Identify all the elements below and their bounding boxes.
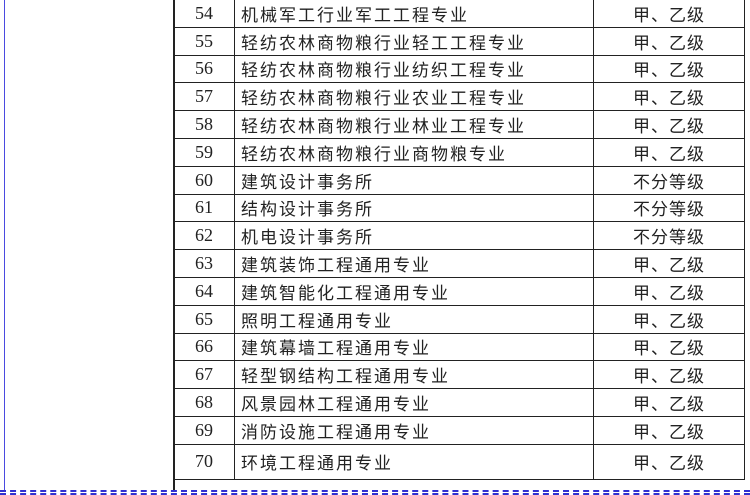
table-row: 69 消防设施工程通用专业 甲、乙级 (173, 415, 745, 445)
grade-cell[interactable]: 甲、乙级 (593, 0, 745, 28)
specialty-name-cell[interactable]: 建筑智能化工程通用专业 (234, 276, 594, 306)
table-row: 70 环境工程通用专业 甲、乙级 (173, 443, 745, 480)
row-number-cell[interactable]: 56 (173, 54, 235, 84)
table-row: 59 轻纺农林商物粮行业商物粮专业 甲、乙级 (173, 137, 745, 167)
row-number-cell[interactable]: 70 (173, 443, 235, 480)
table-row: 65 照明工程通用专业 甲、乙级 (173, 304, 745, 334)
grade-cell[interactable]: 甲、乙级 (593, 26, 745, 56)
specialty-name-cell[interactable]: 环境工程通用专业 (234, 443, 594, 480)
specialty-name-cell[interactable]: 机电设计事务所 (234, 221, 594, 251)
row-number-cell[interactable]: 66 (173, 332, 235, 362)
specialty-name-cell[interactable]: 建筑幕墙工程通用专业 (234, 332, 594, 362)
row-number-cell[interactable]: 63 (173, 249, 235, 278)
grade-cell[interactable]: 甲、乙级 (593, 249, 745, 278)
row-number-cell[interactable]: 69 (173, 415, 235, 445)
grade-cell[interactable]: 不分等级 (593, 165, 745, 195)
grade-cell[interactable]: 不分等级 (593, 193, 745, 223)
table-row: 64 建筑智能化工程通用专业 甲、乙级 (173, 276, 745, 306)
grade-cell[interactable]: 甲、乙级 (593, 304, 745, 334)
grade-cell[interactable]: 不分等级 (593, 221, 745, 251)
row-number-cell[interactable]: 62 (173, 221, 235, 251)
row-number-cell[interactable]: 57 (173, 82, 235, 112)
specialty-name-cell[interactable]: 风景园林工程通用专业 (234, 388, 594, 417)
table-row: 56 轻纺农林商物粮行业纺织工程专业 甲、乙级 (173, 54, 745, 84)
grade-cell[interactable]: 甲、乙级 (593, 82, 745, 112)
merged-blank-cell[interactable] (5, 0, 175, 490)
table-row: 66 建筑幕墙工程通用专业 甲、乙级 (173, 332, 745, 362)
grade-cell[interactable]: 甲、乙级 (593, 388, 745, 417)
grade-cell[interactable]: 甲、乙级 (593, 332, 745, 362)
specialty-name-cell[interactable]: 轻纺农林商物粮行业商物粮专业 (234, 137, 594, 167)
specialty-name-cell[interactable]: 建筑装饰工程通用专业 (234, 249, 594, 278)
table-row: 68 风景园林工程通用专业 甲、乙级 (173, 388, 745, 417)
table-row: 63 建筑装饰工程通用专业 甲、乙级 (173, 249, 745, 278)
specialty-name-cell[interactable]: 结构设计事务所 (234, 193, 594, 223)
specialty-name-cell[interactable]: 建筑设计事务所 (234, 165, 594, 195)
selection-border (0, 490, 750, 492)
grade-cell[interactable]: 甲、乙级 (593, 110, 745, 139)
grade-cell[interactable]: 甲、乙级 (593, 276, 745, 306)
row-number-cell[interactable]: 59 (173, 137, 235, 167)
table-row: 57 轻纺农林商物粮行业农业工程专业 甲、乙级 (173, 82, 745, 112)
table-row: 54 机械军工行业军工工程专业 甲、乙级 (173, 0, 745, 28)
specialty-name-cell[interactable]: 轻纺农林商物粮行业林业工程专业 (234, 110, 594, 139)
specialty-name-cell[interactable]: 轻纺农林商物粮行业纺织工程专业 (234, 54, 594, 84)
column-gridline (4, 0, 5, 490)
row-number-cell[interactable]: 65 (173, 304, 235, 334)
row-number-cell[interactable]: 68 (173, 388, 235, 417)
grade-cell[interactable]: 甲、乙级 (593, 415, 745, 445)
table-row: 62 机电设计事务所 不分等级 (173, 221, 745, 251)
specialty-name-cell[interactable]: 轻型钢结构工程通用专业 (234, 360, 594, 390)
table-row: 60 建筑设计事务所 不分等级 (173, 165, 745, 195)
row-number-cell[interactable]: 61 (173, 193, 235, 223)
table-row: 61 结构设计事务所 不分等级 (173, 193, 745, 223)
table-row: 58 轻纺农林商物粮行业林业工程专业 甲、乙级 (173, 110, 745, 139)
row-number-cell[interactable]: 60 (173, 165, 235, 195)
selection-border-inner (0, 493, 750, 495)
row-number-cell[interactable]: 55 (173, 26, 235, 56)
row-number-cell[interactable]: 64 (173, 276, 235, 306)
grade-cell[interactable]: 甲、乙级 (593, 360, 745, 390)
grade-cell[interactable]: 甲、乙级 (593, 54, 745, 84)
specialty-name-cell[interactable]: 机械军工行业军工工程专业 (234, 0, 594, 28)
specialty-name-cell[interactable]: 轻纺农林商物粮行业农业工程专业 (234, 82, 594, 112)
specialty-name-cell[interactable]: 照明工程通用专业 (234, 304, 594, 334)
row-number-cell[interactable]: 67 (173, 360, 235, 390)
specialty-name-cell[interactable]: 消防设施工程通用专业 (234, 415, 594, 445)
table-row: 67 轻型钢结构工程通用专业 甲、乙级 (173, 360, 745, 390)
grade-cell[interactable]: 甲、乙级 (593, 443, 745, 480)
qualification-table: 54 机械军工行业军工工程专业 甲、乙级 55 轻纺农林商物粮行业轻工工程专业 甲、乙级 5… (173, 0, 745, 480)
grade-cell[interactable]: 甲、乙级 (593, 137, 745, 167)
specialty-name-cell[interactable]: 轻纺农林商物粮行业轻工工程专业 (234, 26, 594, 56)
table-row: 55 轻纺农林商物粮行业轻工工程专业 甲、乙级 (173, 26, 745, 56)
row-number-cell[interactable]: 54 (173, 0, 235, 28)
row-number-cell[interactable]: 58 (173, 110, 235, 139)
